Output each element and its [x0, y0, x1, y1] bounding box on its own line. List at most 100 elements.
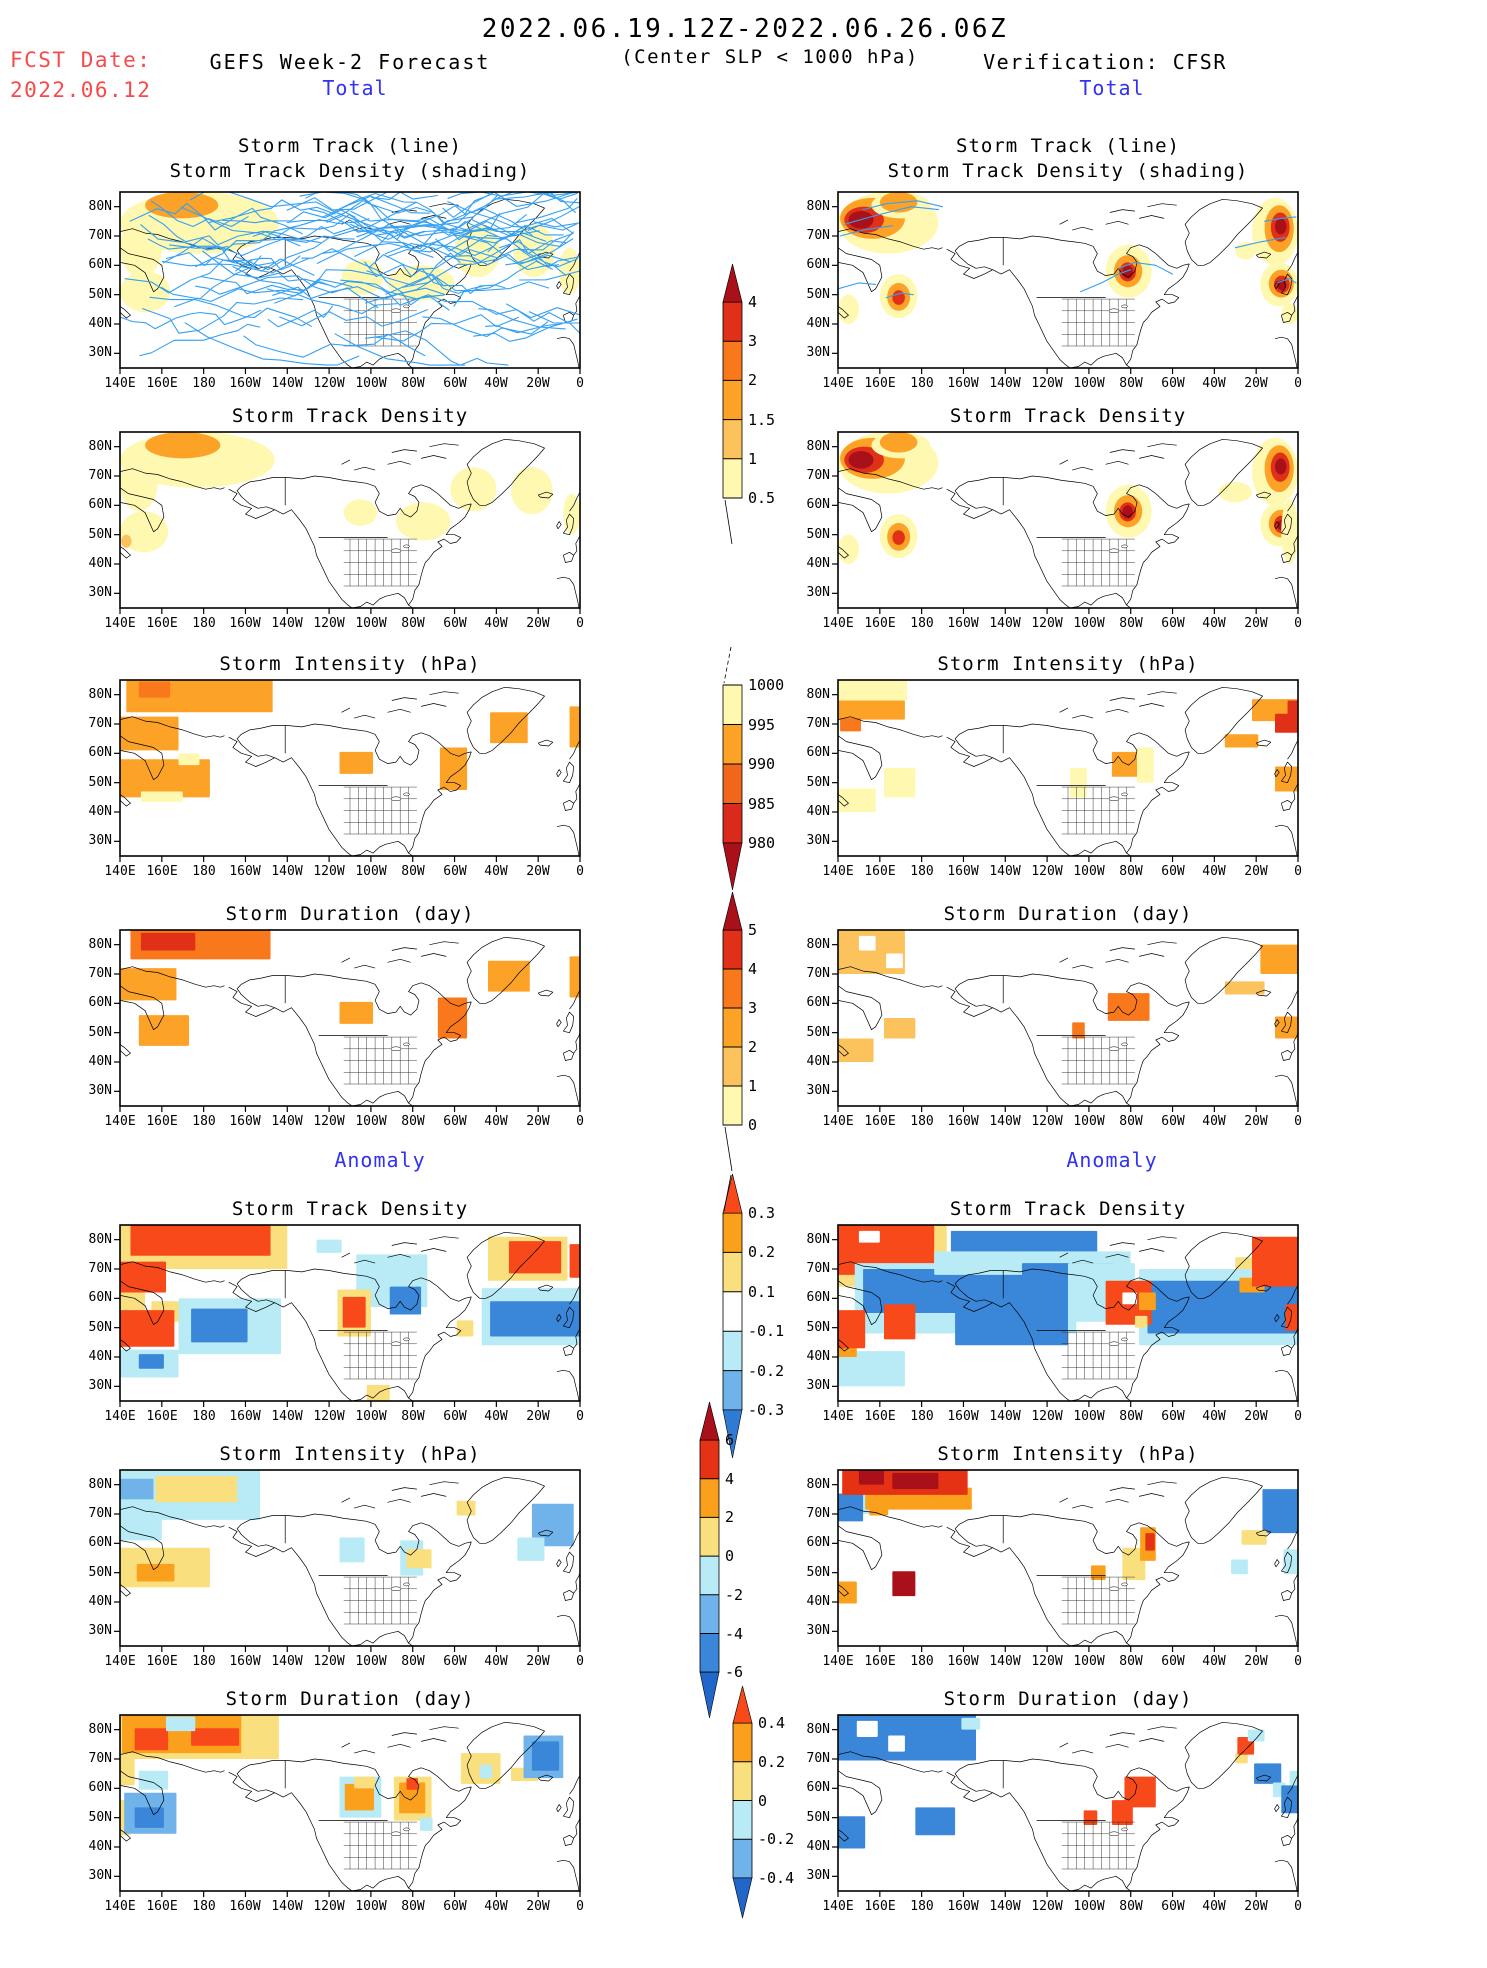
panel-title: Storm Duration (day): [225, 1688, 475, 1710]
verification-title: Verification: CFSR: [983, 50, 1227, 74]
lat-tick-label: 50N: [806, 1810, 830, 1825]
map-canvas-fcst-intensity: [114, 679, 581, 862]
lon-tick-label: 140E: [104, 1114, 136, 1129]
lon-tick-label: 120W: [1031, 376, 1063, 391]
lon-tick-label: 160W: [229, 1409, 261, 1424]
lon-tick-label: 100W: [355, 864, 387, 879]
lat-tick-label: 30N: [88, 1083, 112, 1098]
lon-tick-label: 80W: [1119, 1899, 1143, 1914]
lon-tick-label: 100W: [355, 376, 387, 391]
lat-tick-label: 70N: [88, 716, 112, 731]
colorbar-tick-label: 985: [748, 795, 776, 813]
lon-tick-label: 180: [910, 864, 934, 879]
lon-tick-label: 20W: [1244, 1654, 1268, 1669]
lon-tick-label: 0: [1294, 1654, 1302, 1669]
lat-tick-label: 80N: [806, 1477, 830, 1492]
lat-tick-label: 30N: [806, 833, 830, 848]
lon-tick-label: 100W: [355, 1114, 387, 1129]
lat-tick-label: 50N: [88, 1025, 112, 1040]
lat-tick-label: 50N: [806, 1025, 830, 1040]
lon-tick-label: 140E: [104, 616, 136, 631]
lat-tick-label: 50N: [88, 775, 112, 790]
lon-tick-label: 120W: [313, 616, 345, 631]
lon-tick-label: 40W: [1202, 1114, 1226, 1129]
map-canvas-fcst-duration-anomaly: [114, 1714, 581, 1897]
panel-fcst-duration-anomaly: Storm Duration (day) 80N 70N 60N 50N 40N 30N 14…: [89, 1688, 584, 1921]
lon-tick-label: 80W: [401, 1899, 425, 1914]
left-total-label: Total: [322, 76, 388, 100]
lat-tick-label: 60N: [88, 257, 112, 272]
lon-tick-label: 140W: [271, 1899, 303, 1914]
colorbar-tick-label: 2: [725, 1508, 735, 1526]
right-total-label: Total: [1079, 76, 1145, 100]
lon-tick-label: 180: [192, 1114, 216, 1129]
colorbar-storm-duration-scale: 5 4 3 2 1 0: [713, 847, 793, 1175]
lat-tick-label: 40N: [806, 316, 830, 331]
lon-tick-label: 100W: [1073, 1409, 1105, 1424]
lon-tick-label: 140E: [822, 616, 854, 631]
lat-tick-label: 80N: [88, 199, 112, 214]
lon-tick-label: 180: [192, 1899, 216, 1914]
lon-tick-label: 0: [1294, 1899, 1302, 1914]
lon-tick-label: 160E: [864, 1654, 896, 1669]
lat-tick-label: 80N: [88, 1722, 112, 1737]
lat-tick-label: 40N: [88, 1839, 112, 1854]
panel-title: Storm Intensity (hPa): [937, 653, 1199, 675]
lon-tick-label: 100W: [355, 616, 387, 631]
panel-title: Storm Intensity (hPa): [937, 1443, 1199, 1465]
lat-tick-label: 60N: [806, 1780, 830, 1795]
panel-verif-intensity-anomaly: Storm Intensity (hPa) 80N 70N 60N 50N 40N 30N 1…: [807, 1443, 1302, 1676]
lat-tick-label: 70N: [88, 1751, 112, 1766]
lat-tick-label: 40N: [88, 1349, 112, 1364]
lon-tick-label: 20W: [1244, 1899, 1268, 1914]
panel-fcst-duration: Storm Duration (day) 80N 70N 60N 50N 40N 30N 14…: [89, 903, 584, 1136]
colorbar-duration-anomaly-scale: 0.4 0.2 0 -0.2 -0.4: [723, 1641, 803, 1968]
lon-tick-label: 0: [576, 864, 584, 879]
lat-tick-label: 80N: [806, 199, 830, 214]
colorbar-canvas-duration-anomaly-scale: [732, 1685, 753, 1919]
lon-tick-label: 160E: [864, 616, 896, 631]
panel-verif-duration: Storm Duration (day) 80N 70N 60N 50N 40N 30N 14…: [807, 903, 1302, 1136]
lat-tick-label: 60N: [88, 1535, 112, 1550]
map-canvas-fcst-track-line: [114, 191, 581, 374]
lat-tick-label: 30N: [806, 345, 830, 360]
lat-tick-label: 70N: [806, 468, 830, 483]
lat-tick-label: 30N: [806, 1083, 830, 1098]
colorbar-tick-label: 0.1: [748, 1283, 776, 1301]
lon-tick-label: 180: [910, 1654, 934, 1669]
lat-tick-label: 80N: [806, 937, 830, 952]
lon-tick-label: 140E: [104, 864, 136, 879]
lon-tick-label: 100W: [1073, 1114, 1105, 1129]
lat-tick-label: 70N: [88, 966, 112, 981]
lon-tick-label: 140W: [271, 1409, 303, 1424]
lon-tick-label: 160E: [146, 616, 178, 631]
lat-tick-label: 80N: [806, 1232, 830, 1247]
lon-tick-label: 100W: [355, 1409, 387, 1424]
lat-tick-label: 60N: [88, 1290, 112, 1305]
lon-tick-label: 60W: [443, 1409, 467, 1424]
lon-tick-label: 0: [576, 1654, 584, 1669]
colorbar-tick-label: 0.2: [758, 1753, 786, 1771]
colorbar-intensity-anomaly-scale: 6 4 2 0 -2 -4 -6: [690, 1357, 770, 1768]
map-canvas-verif-track-density: [832, 431, 1299, 614]
lon-tick-label: 40W: [484, 616, 508, 631]
lat-tick-label: 70N: [88, 1506, 112, 1521]
panel-title: Storm Intensity (hPa): [219, 1443, 481, 1465]
colorbar-tick-label: 4: [748, 960, 758, 978]
map-canvas-verif-intensity: [832, 679, 1299, 862]
lat-tick-label: 50N: [88, 1565, 112, 1580]
lon-tick-label: 20W: [1244, 864, 1268, 879]
model-title: GEFS Week-2 Forecast: [209, 50, 491, 74]
lon-tick-label: 160W: [229, 864, 261, 879]
lat-tick-label: 60N: [806, 257, 830, 272]
lat-tick-label: 80N: [88, 439, 112, 454]
lon-tick-label: 60W: [1161, 1899, 1185, 1914]
lon-tick-label: 60W: [1161, 376, 1185, 391]
panel-title: Storm Track Density (shading): [887, 160, 1249, 182]
map-canvas-fcst-track-density: [114, 431, 581, 614]
lat-tick-label: 70N: [806, 228, 830, 243]
lon-tick-label: 140E: [822, 864, 854, 879]
colorbar-tick-label: -0.2: [758, 1830, 795, 1848]
lon-tick-label: 0: [576, 616, 584, 631]
lon-tick-label: 160W: [947, 376, 979, 391]
